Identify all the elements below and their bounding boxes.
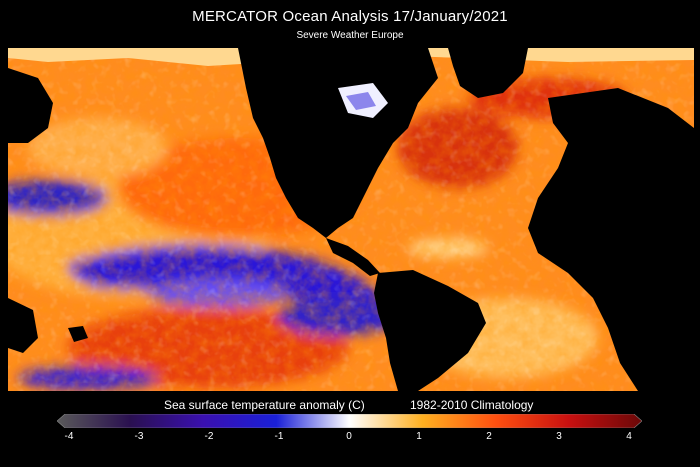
colorbar-tick-label: -2: [204, 431, 214, 442]
islands: [68, 326, 88, 342]
colorbar-tick-label: 3: [556, 431, 562, 442]
colorbar-bar: [57, 414, 642, 428]
greenland: [448, 48, 528, 98]
colorbar-climatology: 1982-2010 Climatology: [410, 398, 534, 412]
colorbar-tick-label: 4: [626, 431, 632, 442]
colorbar: [57, 414, 642, 428]
australia-edge: [8, 298, 38, 353]
asia-edge: [8, 68, 53, 143]
landmasses: [8, 48, 694, 391]
africa-europe: [528, 88, 694, 391]
colorbar-label: Sea surface temperature anomaly (C): [164, 398, 365, 412]
colorbar-tick-label: 1: [416, 431, 422, 442]
colorbar-tick-label: -4: [64, 431, 74, 442]
south-america: [374, 270, 486, 391]
colorbar-tick-label: 2: [486, 431, 492, 442]
colorbar-tick-label: 0: [346, 431, 352, 442]
north-america: [238, 48, 438, 238]
colorbar-tick-label: -3: [134, 431, 144, 442]
sst-anomaly-map: [8, 48, 694, 391]
map-title: MERCATOR Ocean Analysis 17/January/2021: [192, 8, 508, 25]
central-america: [326, 238, 380, 276]
colorbar-tick-label: -1: [274, 431, 284, 442]
map-subtitle: Severe Weather Europe: [296, 30, 404, 41]
